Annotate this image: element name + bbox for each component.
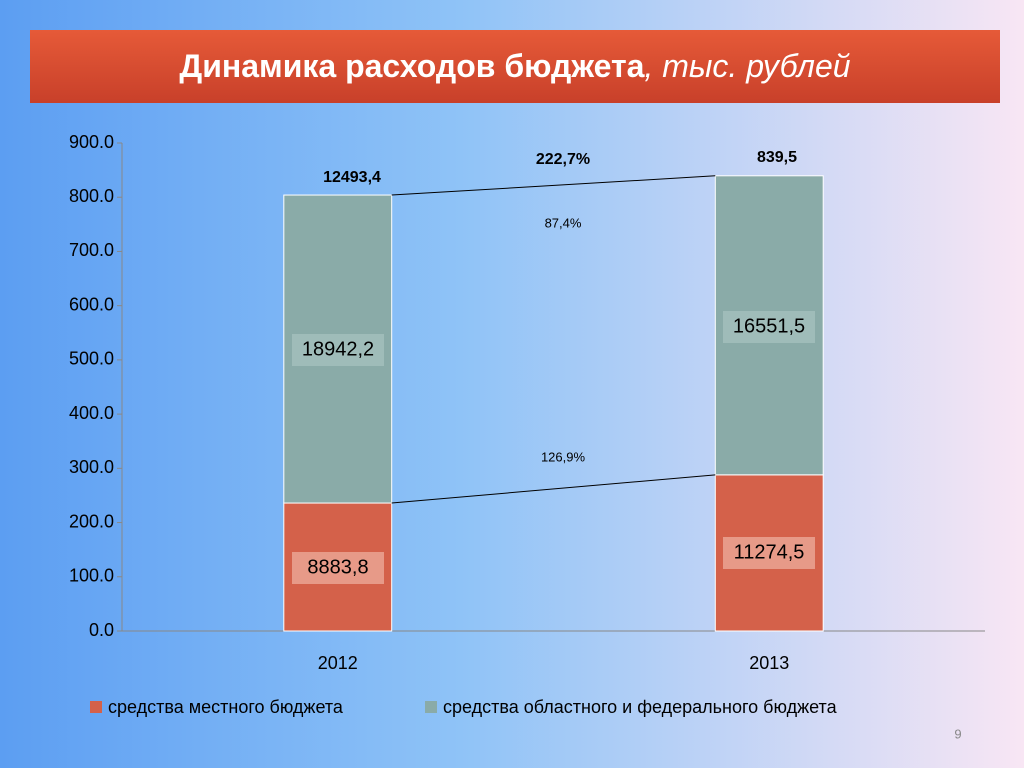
y-tick-label: 200.0 [69,511,114,531]
annotation: 87,4% [545,215,582,230]
data-label-box [723,537,815,569]
y-tick-label: 800.0 [69,186,114,206]
y-tick-label: 700.0 [69,240,114,260]
annotation: 126,9% [541,449,586,464]
annotation: 18942,2 [302,338,374,360]
legend-swatch [90,701,102,713]
connector [391,474,716,504]
data-label-box [292,552,384,584]
title-bar [30,30,1000,103]
y-tick-label: 600.0 [69,294,114,314]
data-label-box [292,334,384,366]
y-tick-label: 400.0 [69,403,114,423]
y-tick-label: 900.0 [69,132,114,152]
title: Динамика расходов бюджета, тыс. рублей [179,48,850,84]
title-main: Динамика расходов бюджета [179,48,644,84]
annotation: 839,5 [757,149,797,166]
y-tick-label: 500.0 [69,349,114,369]
page-number: 9 [954,726,961,741]
annotation: 8883,8 [307,556,368,578]
y-tick-label: 0.0 [89,620,114,640]
data-label-box [723,311,815,343]
annotation: 222,7% [536,151,590,168]
annotation: 16551,5 [733,315,805,337]
connector [391,175,716,196]
y-tick-label: 300.0 [69,457,114,477]
title-unit: , тыс. рублей [644,48,850,84]
legend-label: средства местного бюджета [108,697,344,717]
annotation: 11274,5 [734,541,805,563]
x-tick-label: 2013 [749,653,789,673]
x-tick-label: 2012 [318,653,358,673]
legend-swatch [425,701,437,713]
legend-label: средства областного и федерального бюдже… [443,697,838,717]
annotation: 12493,4 [323,169,381,186]
y-tick-label: 100.0 [69,566,114,586]
